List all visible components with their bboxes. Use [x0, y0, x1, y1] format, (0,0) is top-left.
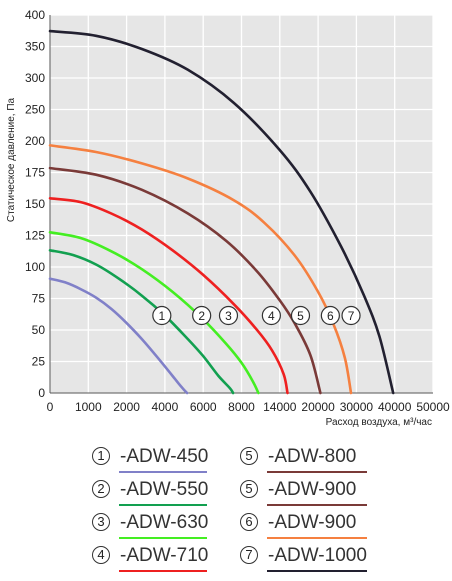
x-tick-label: 0	[47, 400, 54, 414]
curve-marker-3: 3	[218, 305, 239, 326]
legend-label: -ADW-900	[268, 479, 357, 500]
legend-number-badge: 3	[92, 513, 110, 531]
curve-5	[48, 166, 322, 395]
marker-label: 7	[348, 309, 355, 323]
legend-label: -ADW-1000	[268, 545, 367, 566]
curve-marker-7: 7	[341, 305, 361, 326]
y-axis-title: Статическое давление, Па	[6, 97, 17, 222]
x-tick-label: 40000	[378, 400, 412, 414]
y-tick-label: 200	[25, 134, 45, 148]
marker-label: 3	[225, 309, 232, 323]
legend-number-badge: 2	[92, 480, 110, 498]
marker-circle	[341, 305, 361, 326]
curve-marker-1: 1	[152, 305, 172, 326]
legend-item: 5 -ADW-900	[240, 477, 380, 507]
y-axis-ticks: 0 25 50 75 100 125 150 175 200 250 300 350 400	[25, 8, 45, 400]
marker-label: 1	[158, 309, 165, 323]
y-tick-label: 175	[25, 166, 45, 180]
y-tick-label: 300	[25, 71, 45, 85]
x-tick-label: 8000	[228, 400, 255, 414]
x-tick-label: 20000	[301, 400, 335, 414]
legend-color-line	[119, 504, 207, 506]
x-axis-ticks: 0 1000 2000 4000 6000 8000 14000 20000 30000 4000…	[47, 400, 450, 414]
y-tick-label: 250	[25, 103, 45, 117]
legend-label: -ADW-800	[268, 446, 357, 467]
legend-color-line	[267, 537, 367, 539]
legend-number-badge: 4	[92, 546, 110, 564]
marker-label: 2	[198, 309, 205, 323]
marker-circle	[261, 305, 281, 326]
x-tick-label: 14000	[263, 400, 297, 414]
marker-circle	[192, 305, 212, 326]
curve-1	[48, 277, 189, 395]
curve-7	[48, 29, 395, 395]
x-tick-label: 2000	[113, 400, 140, 414]
legend-color-line	[119, 471, 207, 473]
y-tick-label: 75	[32, 292, 46, 306]
y-tick-label: 100	[25, 260, 45, 274]
legend-item: 4 -ADW-710	[92, 543, 222, 573]
marker-circle	[152, 305, 172, 326]
x-tick-label: 30000	[340, 400, 374, 414]
legend-label: -ADW-710	[120, 545, 209, 566]
legend-label: -ADW-900	[268, 512, 357, 533]
curve-4	[48, 197, 289, 395]
x-tick-label: 6000	[190, 400, 217, 414]
legend-item: 3 -ADW-630	[92, 510, 222, 540]
curve-marker-2: 2	[192, 305, 212, 326]
legend-label: -ADW-630	[120, 512, 209, 533]
legend-color-line	[119, 570, 207, 572]
y-tick-label: 50	[32, 323, 46, 337]
marker-circle	[320, 305, 340, 326]
legend-item: 7 -ADW-1000	[240, 543, 380, 573]
x-tick-label: 50000	[416, 400, 450, 414]
legend-number-badge: 1	[92, 447, 110, 465]
legend-color-line	[267, 471, 367, 473]
y-tick-label: 400	[25, 8, 45, 22]
curve-marker-4: 4	[261, 305, 281, 326]
marker-label: 6	[327, 309, 334, 323]
curve-marker-6: 6	[320, 305, 340, 326]
y-tick-label: 150	[25, 197, 45, 211]
legend-item: 1 -ADW-450	[92, 444, 222, 474]
legend-label: -ADW-450	[120, 446, 209, 467]
x-tick-label: 1000	[75, 400, 102, 414]
legend-color-line	[119, 537, 207, 539]
marker-label: 4	[268, 309, 275, 323]
curve-3	[48, 231, 260, 395]
legend-item: 5 -ADW-800	[240, 444, 380, 474]
legend-item: 6 -ADW-900	[240, 510, 380, 540]
curve-6	[48, 144, 353, 395]
legend-number-badge: 5	[240, 447, 258, 465]
x-axis-title: Расход воздуха, м³/час	[326, 417, 432, 428]
grid	[49, 14, 434, 394]
x-tick-label: 4000	[152, 400, 179, 414]
legend-label: -ADW-550	[120, 479, 209, 500]
marker-circle	[218, 305, 239, 326]
y-tick-label: 350	[25, 40, 45, 54]
legend-color-line	[267, 570, 367, 572]
legend-item: 2 -ADW-550	[92, 477, 222, 507]
curve-marker-5: 5	[290, 305, 311, 326]
y-tick-label: 125	[25, 229, 45, 243]
y-tick-label: 0	[38, 386, 45, 400]
legend-number-badge: 7	[240, 546, 258, 564]
marker-circle	[290, 305, 311, 326]
legend: 1 -ADW-450 2 -ADW-550 3 -ADW-630 4 -ADW-710 5 -AD…	[0, 440, 452, 581]
legend-number-badge: 5	[240, 480, 258, 498]
marker-label: 5	[297, 309, 304, 323]
legend-color-line	[267, 504, 367, 506]
legend-number-badge: 6	[240, 513, 258, 531]
y-tick-label: 25	[32, 355, 46, 369]
